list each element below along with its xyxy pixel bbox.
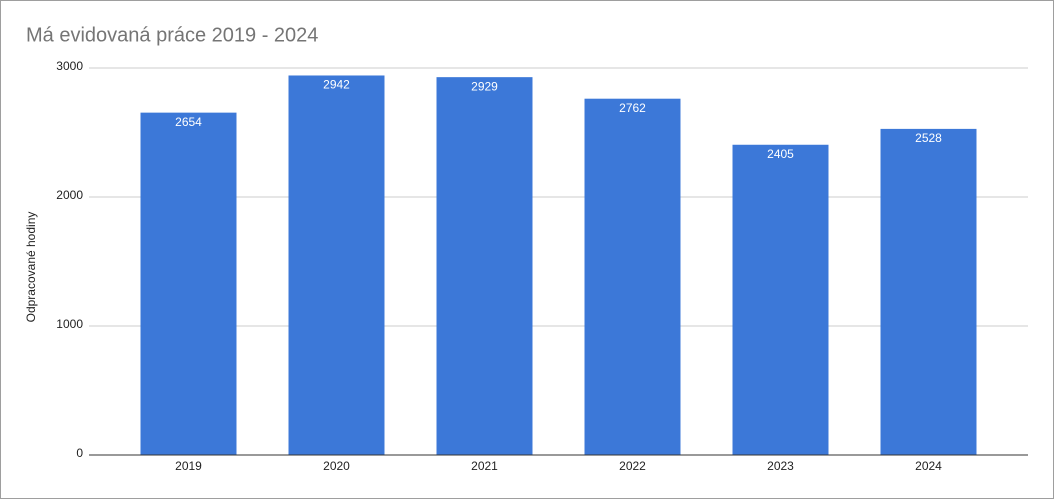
data-label: 2654 [175, 115, 202, 129]
data-label: 2762 [619, 101, 646, 115]
data-label: 2929 [471, 79, 498, 93]
y-tick-label: 1000 [56, 317, 83, 331]
y-axis-label: Odpracované hodiny [24, 212, 38, 323]
data-label: 2528 [915, 131, 942, 145]
x-tick-label: 2024 [915, 459, 942, 473]
x-tick-label: 2020 [323, 459, 350, 473]
x-tick-label: 2023 [767, 459, 794, 473]
bar [436, 77, 533, 455]
x-tick-label: 2021 [471, 459, 498, 473]
bar [732, 144, 829, 455]
x-tick-label: 2019 [175, 459, 202, 473]
bar [288, 75, 385, 456]
chart-title: Má evidovaná práce 2019 - 2024 [26, 24, 318, 46]
y-tick-label: 0 [76, 446, 83, 460]
data-label: 2405 [767, 147, 794, 161]
bar [584, 98, 681, 456]
y-tick-label: 2000 [56, 188, 83, 202]
y-tick-label: 3000 [56, 59, 83, 73]
data-label: 2942 [323, 78, 350, 92]
bar [880, 128, 977, 455]
x-tick-label: 2022 [619, 459, 646, 473]
bar [140, 112, 237, 455]
